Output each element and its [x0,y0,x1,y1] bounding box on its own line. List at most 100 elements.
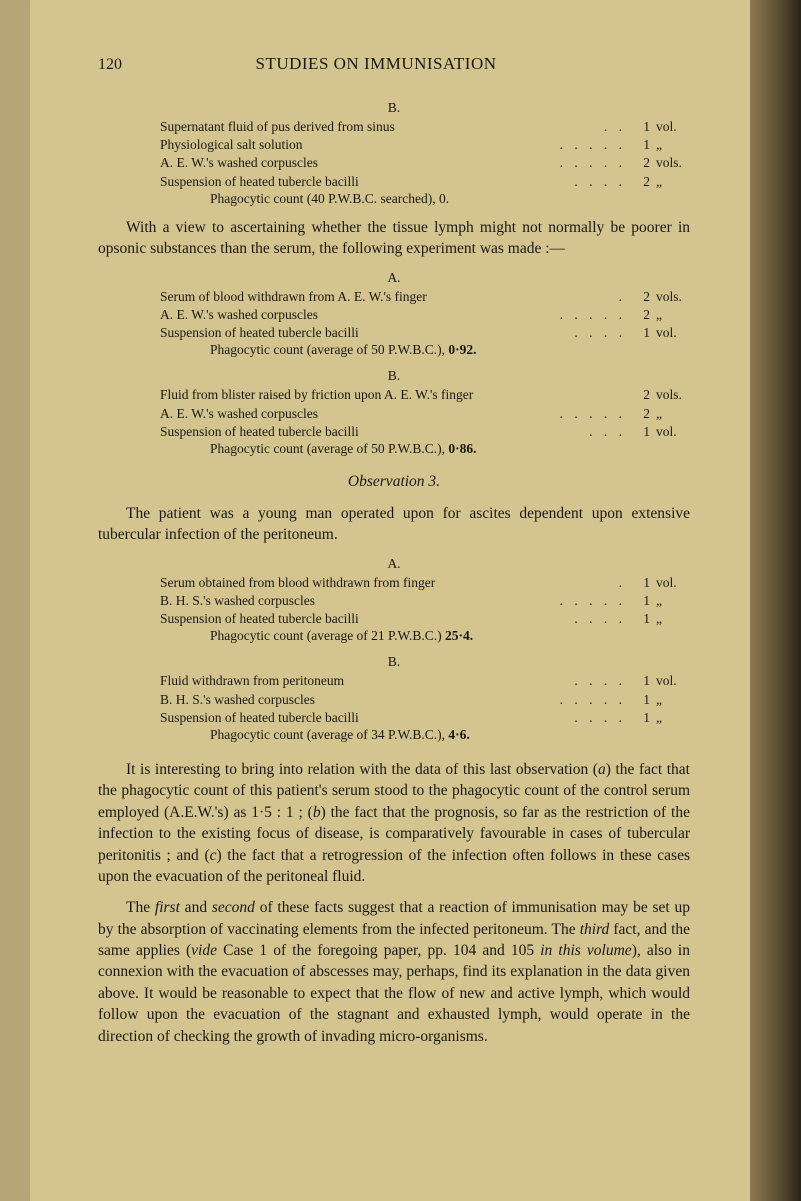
recipe-dots: . . . . . [318,405,632,423]
recipe-value: 1 [632,691,650,709]
text-run: Case 1 of the foregoing paper, pp. 104 a… [217,942,540,959]
italic-first: first [155,899,180,916]
recipe-value: 1 [632,324,650,342]
recipe-text: A. E. W.'s washed corpuscles [160,405,318,423]
recipe-value: 2 [632,154,650,172]
page-title: STUDIES ON IMMUNISATION [62,54,690,74]
recipe-text: A. E. W.'s washed corpuscles [160,154,318,172]
italic-vide: vide [191,942,217,959]
section-label-a2: A. [98,270,690,286]
recipe-value: 2 [632,405,650,423]
recipe-text: Physiological salt solution [160,136,303,154]
recipe-unit: vols. [650,288,690,306]
recipe-dots [473,386,632,404]
recipe-value: 2 [632,173,650,191]
recipe-unit: vols. [650,154,690,172]
recipe-line: B. H. S.'s washed corpuscles . . . . . 1… [160,592,690,610]
recipe-value: 2 [632,306,650,324]
recipe-value: 1 [632,610,650,628]
recipe-text: Serum obtained from blood withdrawn from… [160,574,435,592]
recipe-line: Suspension of heated tubercle bacilli . … [160,173,690,191]
recipe-dots: . . . . [359,709,632,727]
section-label-b3: B. [98,368,690,384]
recipe-value: 1 [632,574,650,592]
document-page: 120 STUDIES ON IMMUNISATION B. Supernata… [30,0,750,1201]
recipe-unit: „ [650,592,690,610]
final-value: 0·86. [448,441,476,456]
recipe-text: Serum of blood withdrawn from A. E. W.'s… [160,288,427,306]
recipe-text: B. H. S.'s washed corpuscles [160,592,315,610]
recipe-text: Suspension of heated tubercle bacilli [160,173,359,191]
body-paragraph-2: The patient was a young man operated upo… [98,503,690,546]
recipe-line: Suspension of heated tubercle bacilli . … [160,610,690,628]
recipe-line: Physiological salt solution . . . . . 1 … [160,136,690,154]
recipe-line: B. H. S.'s washed corpuscles . . . . . 1… [160,691,690,709]
recipe-text: Fluid from blister raised by friction up… [160,386,473,404]
recipe-final: Phagocytic count (average of 34 P.W.B.C.… [160,727,690,743]
text-run: and [180,899,212,916]
final-value: 25·4. [445,628,473,643]
recipe-line: Serum of blood withdrawn from A. E. W.'s… [160,288,690,306]
recipe-line: Suspension of heated tubercle bacilli . … [160,423,690,441]
recipe-dots: . . . . [359,173,632,191]
recipe-unit: vol. [650,118,690,136]
final-value: 0·92. [448,342,476,357]
recipe-final: Phagocytic count (average of 21 P.W.B.C.… [160,628,690,644]
recipe-value: 1 [632,136,650,154]
final-value: 0. [439,191,449,206]
recipe-value: 1 [632,672,650,690]
recipe-unit: vol. [650,574,690,592]
recipe-dots: . . . . . [318,154,632,172]
recipe-block-3: Fluid from blister raised by friction up… [98,386,690,457]
recipe-dots: . . . . [359,324,632,342]
recipe-text: B. H. S.'s washed corpuscles [160,691,315,709]
recipe-unit: „ [650,709,690,727]
recipe-block-1: Supernatant fluid of pus derived from si… [98,118,690,207]
recipe-text: Fluid withdrawn from peritoneum [160,672,344,690]
recipe-dots: . . . [359,423,632,441]
final-text: Phagocytic count (average of 50 P.W.B.C.… [210,342,445,357]
recipe-dots: . . . . [344,672,632,690]
recipe-value: 1 [632,709,650,727]
recipe-unit: „ [650,306,690,324]
recipe-unit: vol. [650,324,690,342]
recipe-unit: vol. [650,672,690,690]
recipe-dots: . . . . . [315,691,632,709]
section-label-b1: B. [98,100,690,116]
recipe-dots: . . . . . [318,306,632,324]
recipe-line: A. E. W.'s washed corpuscles . . . . . 2… [160,306,690,324]
recipe-final: Phagocytic count (40 P.W.B.C. searched),… [160,191,690,207]
recipe-unit: vols. [650,386,690,404]
recipe-dots: . . . . . [315,592,632,610]
recipe-dots: . . [395,118,632,136]
recipe-dots: . . . . . [303,136,632,154]
recipe-block-5: Fluid withdrawn from peritoneum . . . . … [98,672,690,743]
recipe-final: Phagocytic count (average of 50 P.W.B.C.… [160,441,690,457]
recipe-block-4: Serum obtained from blood withdrawn from… [98,574,690,645]
recipe-line: Fluid withdrawn from peritoneum . . . . … [160,672,690,690]
recipe-block-2: Serum of blood withdrawn from A. E. W.'s… [98,288,690,359]
section-label-b5: B. [98,654,690,670]
italic-second: second [212,899,255,916]
text-run: It is interesting to bring into relation… [126,761,598,778]
final-value: 4·6. [448,727,469,742]
recipe-line: Suspension of heated tubercle bacilli . … [160,324,690,342]
italic-b: b [313,804,321,821]
section-label-a4: A. [98,556,690,572]
italic-a: a [598,761,606,778]
recipe-value: 1 [632,423,650,441]
recipe-text: Suspension of heated tubercle bacilli [160,709,359,727]
recipe-dots: . . . . [359,610,632,628]
recipe-line: Serum obtained from blood withdrawn from… [160,574,690,592]
recipe-text: Suspension of heated tubercle bacilli [160,610,359,628]
recipe-text: Suspension of heated tubercle bacilli [160,324,359,342]
recipe-unit: „ [650,136,690,154]
recipe-unit: „ [650,691,690,709]
body-paragraph-4: The first and second of these facts sugg… [98,897,690,1047]
book-binding-edge [750,0,801,1201]
observation-title: Observation 3. [98,473,690,491]
recipe-line: Supernatant fluid of pus derived from si… [160,118,690,136]
recipe-final: Phagocytic count (average of 50 P.W.B.C.… [160,342,690,358]
recipe-value: 1 [632,118,650,136]
recipe-line: A. E. W.'s washed corpuscles . . . . . 2… [160,405,690,423]
